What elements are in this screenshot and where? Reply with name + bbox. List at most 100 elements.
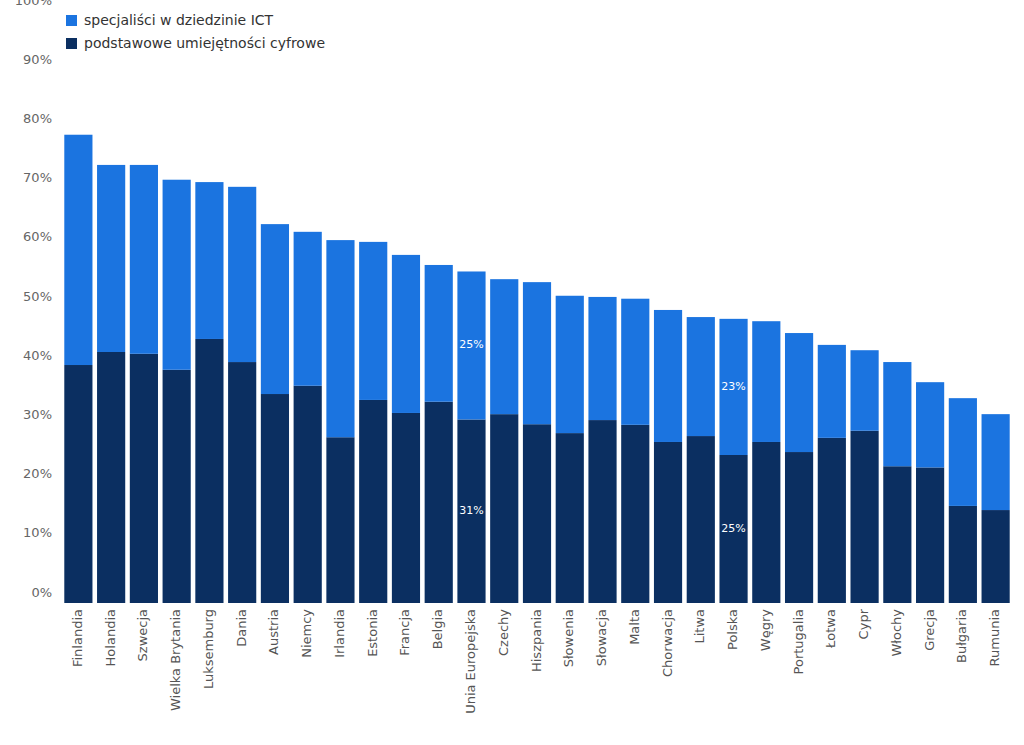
y-tick xyxy=(58,543,61,544)
x-tick-label: Chorwacja xyxy=(660,609,675,677)
y-tick xyxy=(58,603,61,604)
data-label: 23% xyxy=(721,380,745,393)
bar-segment xyxy=(490,414,518,603)
bar-segment xyxy=(883,362,911,466)
bar-segment xyxy=(457,419,485,603)
x-tick-label: Czechy xyxy=(496,609,511,656)
x-tick-label: Finlandia xyxy=(70,609,85,667)
x-tick-label: Słowenia xyxy=(561,609,576,667)
bar-segment xyxy=(949,398,977,506)
y-tick xyxy=(58,247,61,248)
y-tick xyxy=(58,484,61,485)
bar-segment xyxy=(457,271,485,419)
bar-segment xyxy=(64,365,92,603)
bar-segment xyxy=(326,240,354,437)
x-tick-label: Belgia xyxy=(430,609,445,649)
bar-segment xyxy=(588,420,616,603)
bar-segment xyxy=(195,182,223,339)
bar-segment xyxy=(621,299,649,425)
bar-segment xyxy=(195,339,223,603)
bar-segment xyxy=(851,350,879,431)
legend: specjaliści w dziedzinie ICT podstawowe u… xyxy=(66,12,325,51)
bar-segment xyxy=(228,187,256,362)
bar-segment xyxy=(326,437,354,603)
bar-segment xyxy=(425,402,453,603)
bar-segment xyxy=(654,442,682,603)
bar-segment xyxy=(163,180,191,370)
bar-segment xyxy=(64,135,92,365)
y-tick-label: 0% xyxy=(31,585,52,600)
bar-segment xyxy=(490,279,518,414)
bar-segment xyxy=(359,400,387,603)
bar-segment xyxy=(130,165,158,354)
bar-segment xyxy=(523,424,551,603)
chart: 0%10%20%30%40%50%60%70%80%90%100%31%25%2… xyxy=(0,0,1024,745)
x-tick-label: Rumunia xyxy=(987,609,1002,666)
bar-segment xyxy=(883,466,911,603)
x-tick-label: Francja xyxy=(397,609,412,656)
x-tick-label: Austria xyxy=(266,609,281,655)
x-tick-label: Malta xyxy=(627,609,642,645)
x-tick-label: Cypr xyxy=(856,608,871,639)
bar-segment xyxy=(818,345,846,438)
bar-segment xyxy=(294,386,322,603)
x-tick-label: Estonia xyxy=(365,609,380,657)
y-tick xyxy=(58,188,61,189)
x-tick-label: Holandia xyxy=(103,609,118,666)
bar-segment xyxy=(916,467,944,603)
bar-segment xyxy=(556,296,584,433)
bar-segment xyxy=(719,319,747,455)
x-tick-label: Unia Europejska xyxy=(463,609,478,714)
x-tick-label: Litwa xyxy=(692,609,707,644)
bar-segment xyxy=(130,354,158,603)
x-tick-label: Słowacja xyxy=(594,609,609,666)
y-tick-label: 40% xyxy=(23,348,52,363)
bar-segment xyxy=(588,297,616,420)
x-axis: FinlandiaHolandiaSzwecjaWielka BrytaniaL… xyxy=(70,608,1002,713)
bar-segment xyxy=(97,352,125,603)
legend-label: podstawowe umiejętności cyfrowe xyxy=(84,35,325,51)
x-tick-label: Dania xyxy=(234,609,249,647)
bar-segment xyxy=(392,413,420,603)
x-tick-label: Grecja xyxy=(922,609,937,651)
data-label: 25% xyxy=(721,522,745,535)
y-tick xyxy=(58,425,61,426)
legend-label: specjaliści w dziedzinie ICT xyxy=(84,12,274,28)
y-tick-label: 50% xyxy=(23,289,52,304)
y-tick xyxy=(58,11,61,12)
bar-segment xyxy=(785,452,813,603)
x-tick-label: Włochy xyxy=(889,609,904,657)
y-tick-label: 30% xyxy=(23,407,52,422)
data-label: 25% xyxy=(459,338,483,351)
y-tick xyxy=(58,366,61,367)
bar-segment xyxy=(949,506,977,603)
bar-segment xyxy=(556,433,584,603)
x-tick-label: Luksemburg xyxy=(201,609,216,689)
bar-segment xyxy=(294,232,322,386)
bar-segment xyxy=(752,442,780,603)
bar-segment xyxy=(228,362,256,603)
data-label: 31% xyxy=(459,504,483,517)
bar-segment xyxy=(523,282,551,424)
bar-segment xyxy=(851,431,879,603)
y-tick-label: 100% xyxy=(15,0,52,8)
bar-segment xyxy=(97,165,125,352)
y-tick-label: 70% xyxy=(23,170,52,185)
bar-segment xyxy=(818,438,846,603)
bar-segment xyxy=(752,321,780,442)
x-tick-label: Łotwa xyxy=(823,609,838,649)
bar-segment xyxy=(687,436,715,603)
bars xyxy=(64,135,1009,603)
data-labels: 31% 25% 25% 23% xyxy=(459,338,746,535)
bar-segment xyxy=(359,242,387,400)
x-tick-label: Hiszpania xyxy=(529,609,544,672)
x-tick-label: Portugalia xyxy=(791,609,806,674)
y-tick-label: 20% xyxy=(23,466,52,481)
x-tick-label: Irlandia xyxy=(332,609,347,658)
bar-segment xyxy=(163,370,191,603)
x-tick-label: Polska xyxy=(725,609,740,650)
y-tick-label: 80% xyxy=(23,111,52,126)
x-tick-label: Bułgaria xyxy=(954,609,969,663)
legend-swatch xyxy=(66,38,77,49)
y-tick xyxy=(58,307,61,308)
